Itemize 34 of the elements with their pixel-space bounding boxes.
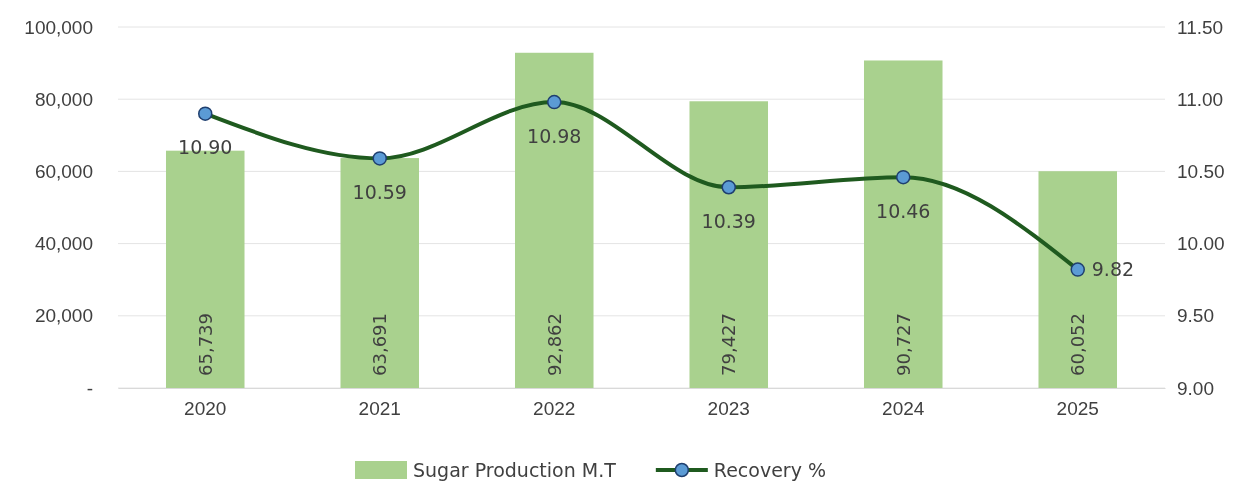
y2-tick-label: 9.00	[1177, 377, 1214, 399]
data-label: 10.46	[876, 199, 931, 222]
y2-tick-label: 11.00	[1177, 88, 1224, 110]
data-label: 10.98	[527, 124, 582, 147]
x-tick-label: 2020	[184, 398, 227, 420]
legend-label: Recovery %	[713, 458, 827, 481]
x-tick-label: 2023	[707, 398, 750, 420]
y-tick-label: 60,000	[34, 160, 93, 182]
bar	[340, 158, 420, 388]
data-label: 60,052	[1067, 313, 1089, 376]
data-label: 79,427	[718, 313, 740, 376]
y-tick-label: 100,000	[24, 16, 93, 38]
y2-tick-label: 10.00	[1177, 233, 1225, 255]
y2-tick-label: 9.50	[1177, 305, 1214, 327]
x-tick-label: 2022	[533, 398, 576, 420]
data-label: 10.39	[701, 209, 756, 232]
y-tick-label: 40,000	[34, 233, 93, 255]
y2-tick-label: 10.50	[1177, 160, 1225, 182]
data-label: 92,862	[543, 313, 565, 376]
y-tick-label: 80,000	[34, 88, 93, 110]
y-tick-label: 20,000	[34, 305, 93, 327]
bar	[689, 101, 769, 388]
bar	[514, 52, 594, 388]
x-tick-label: 2025	[1056, 398, 1099, 420]
bar	[863, 60, 943, 388]
data-label: 10.59	[352, 181, 407, 204]
data-label: 63,691	[369, 313, 391, 376]
x-tick-label: 2024	[882, 398, 925, 420]
y2-tick-label: 11.50	[1177, 16, 1224, 38]
y-tick-label: -	[86, 377, 93, 399]
legend-label: Sugar Production M.T	[413, 458, 617, 481]
data-label: 65,739	[194, 313, 216, 376]
data-label: 90,727	[892, 313, 914, 376]
x-tick-label: 2021	[358, 398, 401, 420]
